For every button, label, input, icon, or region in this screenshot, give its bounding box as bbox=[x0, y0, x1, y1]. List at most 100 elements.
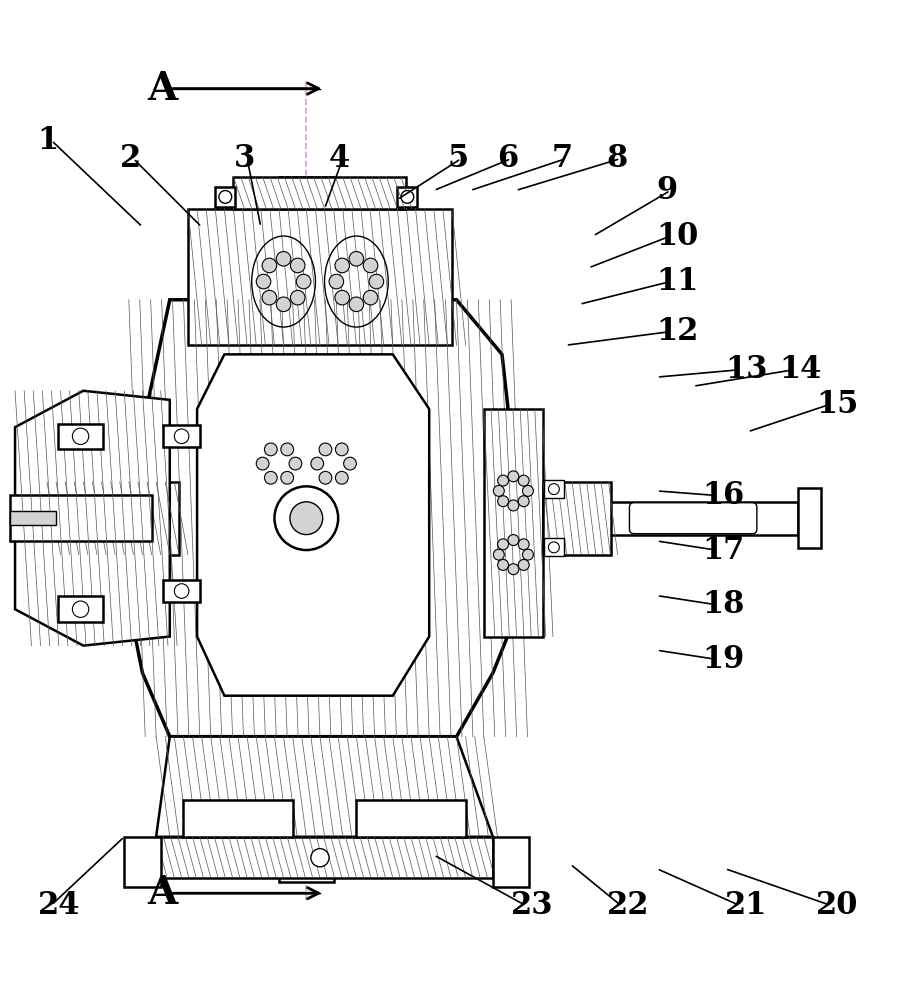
Bar bbox=[279, 177, 333, 882]
Circle shape bbox=[498, 539, 509, 550]
Bar bbox=[493, 837, 530, 887]
Text: 3: 3 bbox=[234, 143, 255, 174]
Text: 4: 4 bbox=[329, 143, 351, 174]
Bar bbox=[356, 800, 466, 837]
Circle shape bbox=[369, 274, 383, 289]
Circle shape bbox=[335, 258, 350, 273]
Text: 15: 15 bbox=[816, 389, 858, 420]
Circle shape bbox=[72, 601, 89, 617]
Bar bbox=[544, 538, 564, 556]
Bar bbox=[544, 480, 564, 498]
Circle shape bbox=[522, 549, 533, 560]
Circle shape bbox=[329, 274, 343, 289]
Bar bbox=[163, 425, 200, 447]
Bar bbox=[543, 482, 611, 555]
Circle shape bbox=[549, 542, 560, 553]
Circle shape bbox=[262, 290, 277, 305]
Bar bbox=[184, 800, 293, 837]
Circle shape bbox=[335, 443, 348, 456]
Bar bbox=[397, 187, 417, 207]
Text: 19: 19 bbox=[702, 644, 744, 675]
Circle shape bbox=[498, 559, 509, 570]
Text: 16: 16 bbox=[702, 480, 744, 511]
Circle shape bbox=[522, 485, 533, 496]
Polygon shape bbox=[197, 354, 429, 696]
Text: 12: 12 bbox=[656, 316, 699, 347]
Circle shape bbox=[493, 549, 504, 560]
Text: A: A bbox=[147, 874, 177, 912]
Bar bbox=[10, 511, 56, 525]
Circle shape bbox=[257, 274, 271, 289]
FancyBboxPatch shape bbox=[629, 503, 757, 534]
Circle shape bbox=[289, 457, 302, 470]
Text: 7: 7 bbox=[552, 143, 573, 174]
Circle shape bbox=[310, 849, 329, 867]
Circle shape bbox=[219, 191, 232, 203]
Text: 14: 14 bbox=[780, 354, 822, 385]
Circle shape bbox=[349, 252, 363, 266]
Circle shape bbox=[277, 297, 291, 312]
Circle shape bbox=[401, 191, 414, 203]
Text: 20: 20 bbox=[816, 890, 858, 921]
Circle shape bbox=[549, 484, 560, 495]
Circle shape bbox=[508, 500, 519, 511]
Circle shape bbox=[498, 475, 509, 486]
Polygon shape bbox=[156, 737, 493, 837]
Bar bbox=[234, 177, 406, 209]
Circle shape bbox=[290, 502, 322, 535]
Polygon shape bbox=[15, 391, 170, 646]
Circle shape bbox=[349, 297, 363, 312]
Bar bbox=[798, 488, 821, 548]
Circle shape bbox=[265, 443, 278, 456]
Circle shape bbox=[174, 584, 189, 598]
Text: 21: 21 bbox=[725, 890, 768, 921]
Circle shape bbox=[72, 428, 89, 444]
Bar bbox=[484, 409, 543, 637]
Text: 1: 1 bbox=[37, 125, 59, 156]
Polygon shape bbox=[47, 482, 179, 555]
Circle shape bbox=[335, 290, 350, 305]
Circle shape bbox=[174, 429, 189, 444]
Circle shape bbox=[363, 258, 378, 273]
Circle shape bbox=[262, 258, 277, 273]
Circle shape bbox=[265, 471, 278, 484]
Circle shape bbox=[508, 471, 519, 482]
Bar bbox=[10, 495, 152, 541]
Circle shape bbox=[335, 471, 348, 484]
Circle shape bbox=[310, 457, 323, 470]
Text: 18: 18 bbox=[702, 589, 745, 620]
Text: 8: 8 bbox=[606, 143, 628, 174]
Circle shape bbox=[281, 443, 294, 456]
Text: 11: 11 bbox=[656, 266, 699, 297]
Circle shape bbox=[277, 252, 291, 266]
Text: 23: 23 bbox=[511, 890, 554, 921]
Circle shape bbox=[493, 485, 504, 496]
Text: A: A bbox=[147, 70, 177, 108]
Circle shape bbox=[519, 496, 530, 507]
Circle shape bbox=[257, 457, 269, 470]
Circle shape bbox=[290, 258, 305, 273]
Circle shape bbox=[519, 559, 530, 570]
Text: 2: 2 bbox=[120, 143, 141, 174]
Bar bbox=[124, 837, 161, 887]
Circle shape bbox=[508, 535, 519, 546]
Circle shape bbox=[508, 564, 519, 575]
Circle shape bbox=[319, 471, 331, 484]
Circle shape bbox=[297, 274, 310, 289]
Circle shape bbox=[519, 475, 530, 486]
Text: 6: 6 bbox=[498, 143, 519, 174]
Circle shape bbox=[363, 290, 378, 305]
Circle shape bbox=[281, 471, 294, 484]
Bar bbox=[58, 596, 103, 622]
Text: 10: 10 bbox=[656, 221, 699, 252]
Bar bbox=[58, 424, 103, 449]
Bar bbox=[188, 209, 452, 345]
Circle shape bbox=[290, 290, 305, 305]
Text: 22: 22 bbox=[606, 890, 649, 921]
Circle shape bbox=[343, 457, 356, 470]
Text: 9: 9 bbox=[656, 175, 677, 206]
Text: 13: 13 bbox=[725, 354, 768, 385]
Circle shape bbox=[275, 486, 338, 550]
Polygon shape bbox=[129, 300, 520, 737]
Bar bbox=[215, 187, 236, 207]
